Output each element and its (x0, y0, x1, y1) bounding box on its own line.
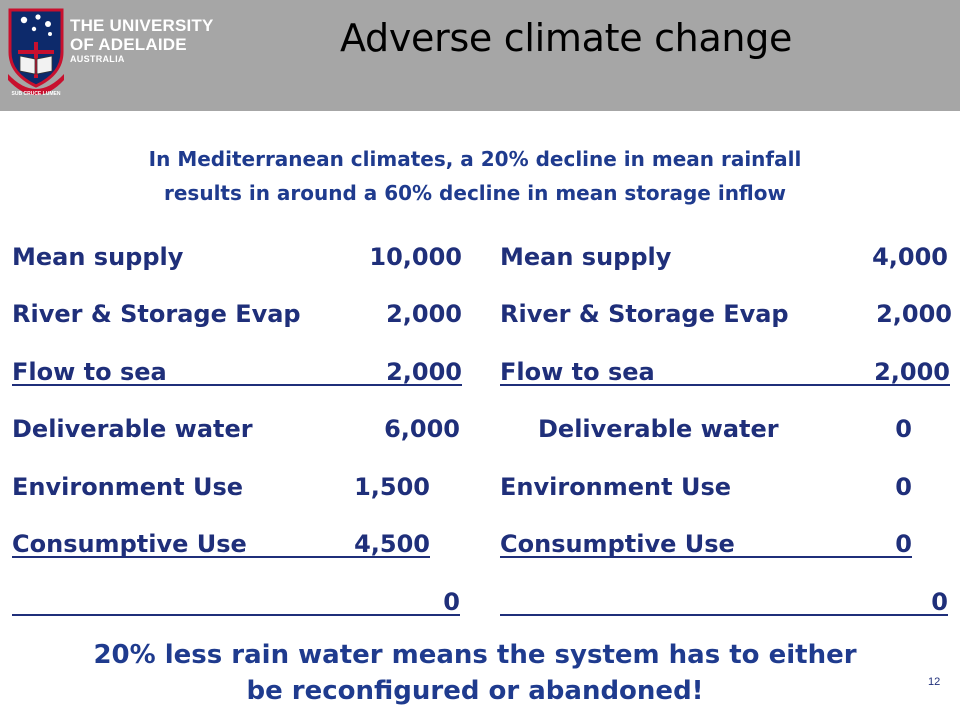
right-row-value: 2,000 (876, 300, 952, 328)
left-row-value: 2,000 (386, 358, 462, 386)
left-row-label: Mean supply (12, 243, 184, 271)
left-row-mean-supply: Mean supply 10,000 (12, 240, 462, 274)
conclusion-line1: 20% less rain water means the system has… (93, 640, 857, 670)
university-name-line3: AUSTRALIA (70, 54, 125, 64)
right-row-label: Flow to sea (500, 358, 655, 386)
page-number: 12 (928, 676, 941, 688)
subtitle-line1: In Mediterranean climates, a 20% decline… (148, 147, 802, 171)
university-crest-icon: SUB CRUCE LUMEN (8, 8, 64, 97)
right-row-balance: 0 (500, 585, 948, 619)
right-row-value: 0 (895, 530, 912, 558)
right-row-value: 0 (895, 473, 912, 501)
right-row-label: Mean supply (500, 243, 672, 271)
right-row-label: River & Storage Evap (500, 300, 789, 328)
right-row-evap: River & Storage Evap 2,000 (500, 297, 952, 331)
left-row-label: Consumptive Use (12, 530, 247, 558)
right-row-value: 2,000 (874, 358, 950, 386)
crest-motto: SUB CRUCE LUMEN (12, 91, 61, 97)
left-row-consumptive: Consumptive Use 4,500 (12, 527, 430, 561)
right-row-flow-to-sea: Flow to sea 2,000 (500, 355, 950, 389)
left-row-value: 1,500 (354, 473, 430, 501)
left-row-flow-to-sea: Flow to sea 2,000 (12, 355, 462, 389)
right-row-mean-supply: Mean supply 4,000 (500, 240, 948, 274)
left-row-evap: River & Storage Evap 2,000 (12, 297, 462, 331)
conclusion-line2: be reconfigured or abandoned! (246, 676, 704, 706)
left-row-value: 6,000 (384, 415, 460, 443)
left-row-balance: 0 (12, 585, 460, 619)
right-row-label: Deliverable water (538, 415, 779, 443)
right-row-label: Environment Use (500, 473, 732, 501)
right-row-value: 4,000 (872, 243, 948, 271)
right-row-label: Consumptive Use (500, 530, 735, 558)
subtitle-line2: results in around a 60% decline in mean … (164, 181, 786, 205)
left-row-environment: Environment Use 1,500 (12, 470, 430, 504)
left-row-label: River & Storage Evap (12, 300, 301, 328)
university-name-line2: OF ADELAIDE (70, 35, 187, 54)
left-row-label: Flow to sea (12, 358, 167, 386)
left-row-value: 0 (443, 588, 460, 616)
university-name-line1: THE UNIVERSITY (70, 16, 214, 35)
left-row-value: 10,000 (369, 243, 462, 271)
left-row-deliverable: Deliverable water 6,000 (12, 412, 460, 446)
university-name: THE UNIVERSITY OF ADELAIDE AUSTRALIA (70, 17, 214, 64)
right-row-consumptive: Consumptive Use 0 (500, 527, 912, 561)
left-row-value: 2,000 (386, 300, 462, 328)
right-row-value: 0 (895, 415, 912, 443)
right-row-environment: Environment Use 0 (500, 470, 912, 504)
header-bar: SUB CRUCE LUMEN THE UNIVERSITY OF ADELAI… (0, 0, 960, 111)
left-row-label: Deliverable water (12, 415, 253, 443)
left-row-value: 4,500 (354, 530, 430, 558)
right-row-value: 0 (931, 588, 948, 616)
right-row-deliverable: Deliverable water 0 (538, 412, 912, 446)
slide-title: Adverse climate change (340, 16, 793, 60)
left-row-label: Environment Use (12, 473, 244, 501)
